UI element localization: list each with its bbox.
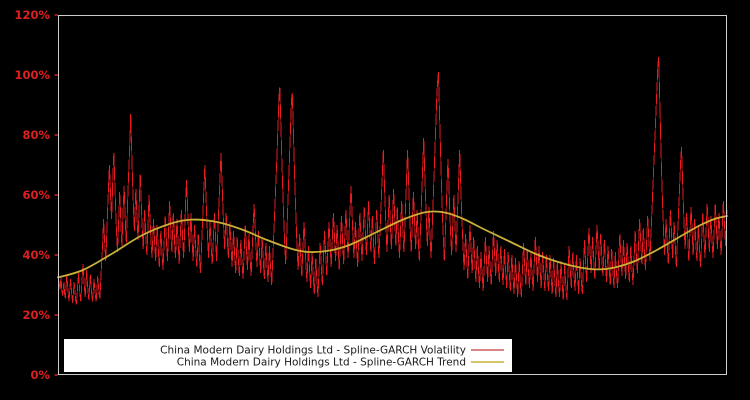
svg-text:60%: 60% bbox=[22, 188, 50, 202]
volatility-series-line bbox=[57, 56, 728, 305]
svg-text:80%: 80% bbox=[22, 128, 50, 142]
svg-text:120%: 120% bbox=[14, 8, 50, 22]
chart-legend[interactable]: China Modern Dairy Holdings Ltd - Spline… bbox=[64, 339, 512, 372]
svg-text:100%: 100% bbox=[14, 68, 50, 82]
legend-background bbox=[64, 339, 512, 372]
y-axis-tick-labels: 0% 20% 40% 60% 80% 100% 120% bbox=[14, 8, 50, 382]
legend-label-1: China Modern Dairy Holdings Ltd - Spline… bbox=[177, 357, 466, 369]
plot-area-border bbox=[58, 15, 727, 375]
legend-label-0: China Modern Dairy Holdings Ltd - Spline… bbox=[160, 345, 466, 357]
svg-text:20%: 20% bbox=[22, 308, 50, 322]
svg-text:0%: 0% bbox=[30, 368, 50, 382]
plot-area-background bbox=[58, 15, 727, 375]
svg-text:40%: 40% bbox=[22, 248, 50, 262]
trend-series-line bbox=[57, 210, 728, 279]
y-axis-ticks bbox=[54, 14, 58, 376]
